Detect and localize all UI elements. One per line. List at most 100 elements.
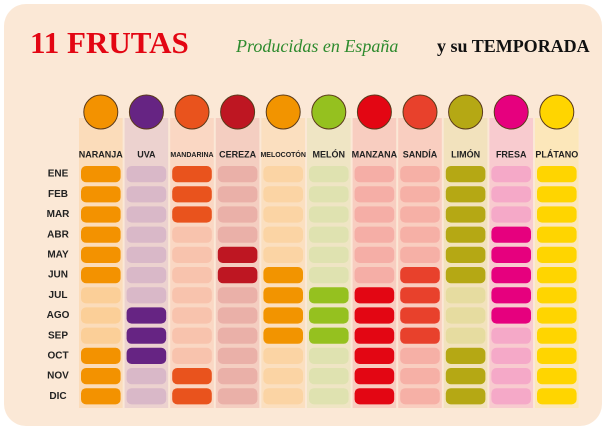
- season-cell: [172, 186, 212, 203]
- season-cell: [445, 307, 486, 324]
- month-label: NOV: [47, 371, 69, 382]
- season-cell: [81, 267, 121, 284]
- season-cell: [445, 388, 486, 405]
- season-cell: [491, 206, 531, 223]
- fruit-icon: [539, 94, 575, 130]
- season-cell: [445, 267, 486, 284]
- season-cell: [537, 388, 577, 405]
- fruit-icon: [220, 94, 256, 130]
- season-cell: [81, 166, 121, 183]
- season-cell: [537, 287, 577, 304]
- season-cell: [126, 206, 167, 223]
- season-cell: [400, 186, 440, 203]
- season-cell: [537, 226, 577, 243]
- season-cell: [354, 186, 395, 203]
- season-cell: [263, 287, 303, 304]
- season-cell: [400, 388, 440, 405]
- season-cell: [354, 226, 395, 243]
- season-cell: [217, 166, 258, 183]
- season-cell: [354, 246, 395, 263]
- month-label: JUL: [49, 290, 68, 301]
- season-cell: [263, 368, 303, 385]
- fruit-icon: [402, 94, 438, 130]
- fruit-icon: [311, 94, 347, 130]
- season-cell: [126, 267, 167, 284]
- season-cell: [309, 166, 349, 183]
- season-cell: [126, 368, 167, 385]
- season-cell: [263, 166, 303, 183]
- season-cell: [445, 166, 486, 183]
- season-cell: [217, 368, 258, 385]
- season-cell: [537, 246, 577, 263]
- season-cell: [354, 166, 395, 183]
- season-cell: [537, 327, 577, 344]
- season-cell: [172, 347, 212, 364]
- season-cell: [309, 246, 349, 263]
- season-cell: [537, 186, 577, 203]
- fruit-name: SANDÍA: [403, 149, 438, 159]
- tagline: y su TEMPORADA: [437, 36, 590, 56]
- season-cell: [309, 267, 349, 284]
- season-cell: [217, 186, 258, 203]
- season-cell: [445, 226, 486, 243]
- season-cell: [537, 347, 577, 364]
- season-cell: [126, 347, 167, 364]
- season-cell: [309, 287, 349, 304]
- fruit-icon: [83, 94, 119, 130]
- season-cell: [445, 368, 486, 385]
- month-label: FEB: [48, 189, 68, 200]
- season-cell: [126, 226, 167, 243]
- season-cell: [309, 307, 349, 324]
- season-cell: [217, 267, 258, 284]
- season-cell: [491, 368, 531, 385]
- season-cell: [445, 287, 486, 304]
- fruit-name: UVA: [137, 149, 156, 159]
- season-cell: [400, 287, 440, 304]
- season-cell: [263, 267, 303, 284]
- title: 11 FRUTAS: [30, 25, 189, 60]
- season-cell: [126, 166, 167, 183]
- season-cell: [81, 368, 121, 385]
- season-cell: [126, 287, 167, 304]
- season-cell: [126, 388, 167, 405]
- season-cell: [445, 327, 486, 344]
- season-cell: [81, 307, 121, 324]
- season-cell: [491, 186, 531, 203]
- season-cell: [537, 368, 577, 385]
- fruit-name: MELÓN: [313, 148, 346, 159]
- month-label: OCT: [47, 351, 68, 362]
- season-cell: [537, 166, 577, 183]
- season-cell: [172, 206, 212, 223]
- season-cell: [354, 327, 395, 344]
- season-cell: [354, 307, 395, 324]
- fruit-icon: [356, 94, 392, 130]
- fruit-icon: [174, 94, 210, 130]
- season-cell: [263, 246, 303, 263]
- fruit-icon: [265, 94, 301, 130]
- fruit-name: PLÁTANO: [535, 149, 578, 159]
- season-cell: [309, 186, 349, 203]
- season-cell: [309, 327, 349, 344]
- season-cell: [354, 287, 395, 304]
- season-cell: [400, 327, 440, 344]
- season-cell: [172, 307, 212, 324]
- season-cell: [400, 347, 440, 364]
- season-cell: [445, 347, 486, 364]
- season-cell: [217, 287, 258, 304]
- season-cell: [400, 307, 440, 324]
- season-cell: [126, 246, 167, 263]
- season-cell: [81, 327, 121, 344]
- month-label: AGO: [47, 310, 70, 321]
- season-cell: [172, 226, 212, 243]
- season-cell: [400, 246, 440, 263]
- season-cell: [537, 206, 577, 223]
- season-cell: [491, 267, 531, 284]
- fruit-icon: [493, 94, 529, 130]
- month-label: MAR: [47, 209, 71, 220]
- fruit-name: CEREZA: [219, 149, 257, 159]
- month-label: JUN: [48, 270, 68, 281]
- season-cell: [491, 327, 531, 344]
- season-cell: [491, 388, 531, 405]
- season-cell: [217, 307, 258, 324]
